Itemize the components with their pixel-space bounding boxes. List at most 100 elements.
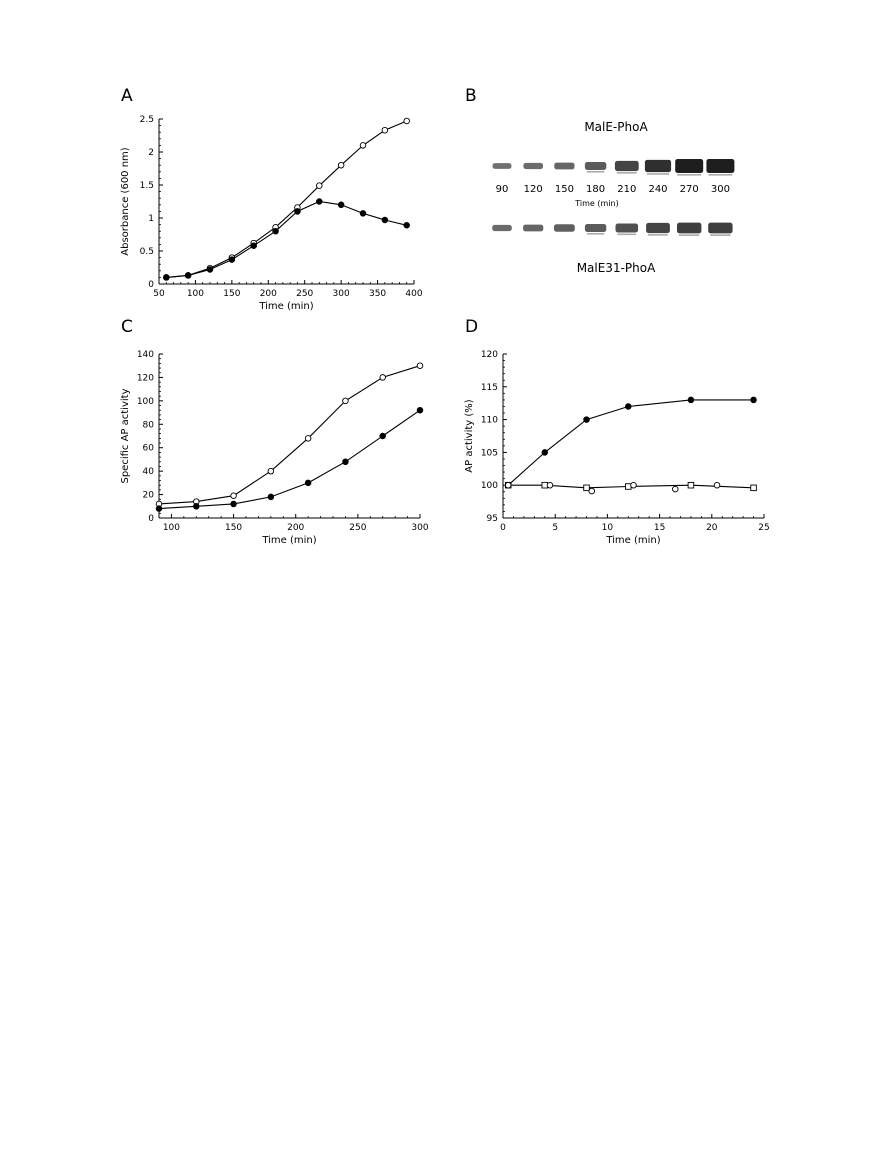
gel-band-shadow	[586, 232, 605, 235]
gel-band-shadow	[677, 174, 702, 176]
y-tick-label: 60	[143, 444, 155, 454]
data-point	[267, 467, 275, 475]
data-point	[630, 481, 637, 489]
gel-band	[644, 159, 672, 173]
data-point	[625, 483, 632, 490]
gel-band	[584, 224, 607, 232]
data-point	[184, 272, 192, 279]
data-point	[416, 406, 424, 414]
data-point	[541, 449, 549, 456]
x-tick-label: 25	[758, 523, 769, 533]
data-point	[588, 487, 595, 495]
gel-lane-label: 180	[586, 184, 605, 195]
data-point	[230, 500, 237, 508]
data-point	[750, 396, 757, 404]
data-point	[342, 458, 349, 466]
gel-band	[523, 162, 543, 170]
gel-band-shadow	[586, 170, 605, 173]
y-tick-label: 0.5	[140, 247, 154, 257]
gel-band	[677, 222, 702, 234]
data-point	[403, 222, 410, 229]
gel-band	[492, 163, 512, 169]
series-line	[166, 120, 407, 278]
gel-band-shadow	[617, 233, 637, 236]
panel-letter-c: C	[121, 317, 133, 337]
y-tick-label: 1	[148, 214, 154, 224]
data-point	[381, 216, 389, 224]
x-tick-label: 20	[706, 523, 718, 533]
gel-band	[646, 222, 670, 234]
y-tick-label: 95	[487, 514, 498, 524]
data-point	[163, 274, 170, 281]
gel-band-shadow	[679, 234, 700, 236]
series-2	[155, 406, 424, 512]
y-tick-label: 40	[143, 467, 155, 477]
data-point	[687, 481, 695, 489]
gel-band	[706, 159, 735, 173]
y-tick-label: 100	[137, 397, 154, 407]
gel-band-shadow	[710, 234, 731, 236]
data-point	[546, 481, 554, 489]
x-tick-label: 150	[225, 523, 242, 533]
x-tick-label: 0	[500, 523, 506, 533]
data-point	[337, 161, 345, 169]
series-1	[504, 396, 757, 489]
series-line	[158, 365, 421, 505]
data-point	[304, 435, 312, 442]
y-tick-label: 2	[148, 148, 154, 158]
series-line	[166, 200, 407, 278]
x-axis-label: Time (min)	[258, 301, 313, 312]
data-point	[379, 374, 386, 381]
series-line	[158, 409, 421, 510]
gel-band	[584, 162, 607, 170]
gel-band-shadow	[646, 173, 670, 175]
data-point	[228, 256, 236, 263]
y-tick-label: 110	[481, 416, 498, 426]
data-point	[342, 397, 349, 405]
data-point	[359, 210, 367, 217]
data-point	[206, 266, 214, 273]
data-point	[416, 362, 424, 369]
data-point	[583, 416, 590, 423]
y-tick-label: 0	[148, 514, 154, 524]
x-tick-label: 50	[153, 289, 165, 299]
gel-band-shadow	[616, 172, 637, 174]
x-tick-label: 400	[405, 289, 422, 299]
y-tick-label: 120	[481, 350, 498, 360]
gel-band	[708, 222, 733, 234]
x-tick-label: 100	[187, 289, 204, 299]
chart-c: 100 150 200 250 300 0 20 40 60 80 100 120 140 Time (m…	[120, 350, 429, 546]
data-point	[316, 182, 323, 189]
data-point	[541, 481, 549, 489]
y-tick-label: 105	[481, 448, 498, 458]
y-tick-label: 120	[137, 373, 154, 383]
data-point	[672, 485, 679, 493]
x-tick-label: 350	[369, 289, 386, 299]
y-axis-label: Absorbance (600 nm)	[120, 147, 131, 256]
panel-letter-b: B	[465, 86, 477, 106]
x-axis-label: Time (min)	[605, 535, 660, 546]
gel-band	[675, 159, 704, 173]
gel-band-shadow	[648, 234, 668, 236]
data-point	[250, 242, 257, 249]
data-point	[337, 201, 345, 209]
chart-a: 50 100 150 200 250 300 350 400 0 0.5 1 1.5 2 2.5 Time …	[120, 115, 423, 312]
panel-letter-d: D	[465, 317, 478, 337]
series-line	[507, 399, 754, 486]
data-point	[625, 403, 632, 410]
data-point	[267, 493, 275, 501]
gel-band	[614, 160, 639, 172]
data-point	[713, 481, 721, 489]
data-point	[230, 492, 237, 499]
data-point	[504, 481, 512, 489]
y-axis-label: AP activity (%)	[464, 399, 475, 472]
gel-band	[554, 224, 575, 232]
gel-row-bottom	[492, 222, 733, 236]
x-tick-label: 100	[163, 523, 180, 533]
gel-band	[492, 224, 512, 232]
y-tick-label: 2.5	[140, 115, 154, 125]
y-tick-label: 0	[148, 280, 154, 290]
x-tick-label: 300	[333, 289, 350, 299]
data-point	[304, 479, 312, 487]
gel-band	[523, 224, 544, 232]
